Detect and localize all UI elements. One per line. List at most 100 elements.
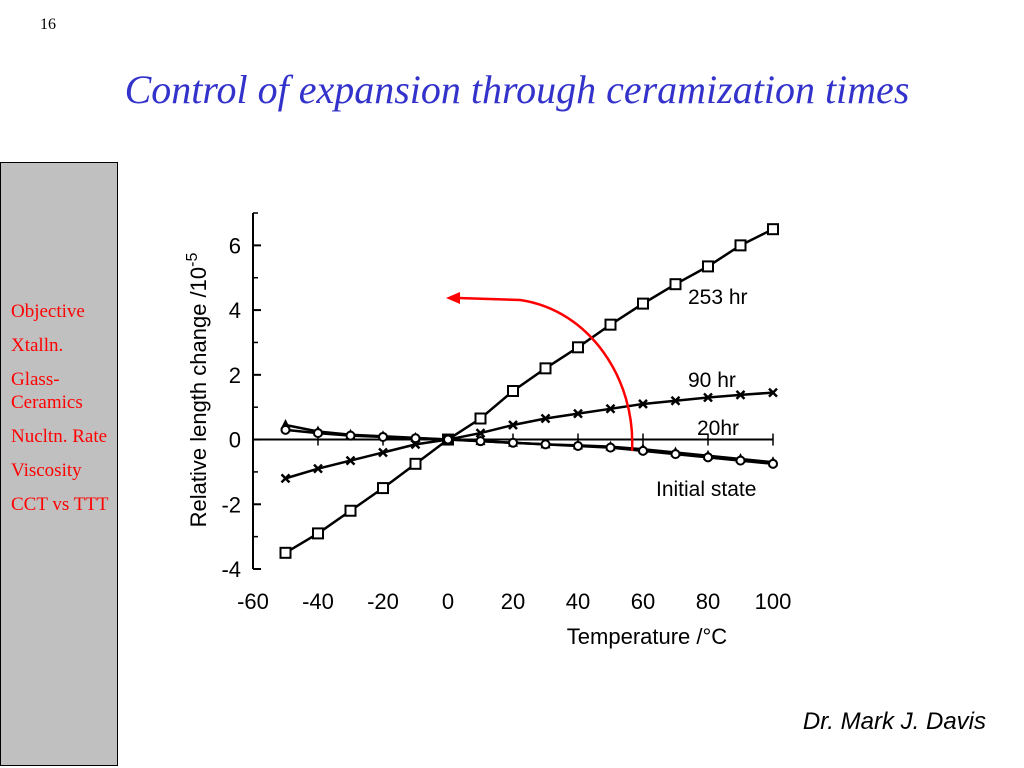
square-marker (767, 223, 779, 236)
x-tick-label: 0 (442, 589, 454, 614)
series-label: Initial state (656, 478, 756, 501)
circle-marker (540, 439, 551, 450)
x-tick-label: 40 (566, 589, 590, 614)
slide-title: Control of expansion through ceramizatio… (124, 67, 910, 112)
square-marker (702, 260, 714, 273)
circle-marker (475, 436, 486, 447)
sidebar-item-viscosity[interactable]: Viscosity (11, 460, 82, 481)
circle-marker (508, 437, 518, 448)
x-marker (378, 447, 388, 458)
x-marker (638, 399, 648, 409)
x-marker-stroke (605, 403, 616, 414)
x-marker-stroke (638, 399, 648, 409)
circle-marker (313, 428, 323, 439)
x-marker (540, 413, 551, 424)
square-marker (279, 546, 292, 559)
square-marker (344, 504, 357, 517)
x-marker-stroke (703, 392, 713, 403)
x-marker-stroke (735, 389, 746, 400)
circle-marker (605, 442, 616, 453)
series-label: 20hr (697, 417, 739, 440)
series-line (285, 428, 774, 466)
author-credit: Dr. Mark J. Davis (802, 708, 986, 735)
square-marker (377, 482, 389, 495)
x-marker-stroke (573, 408, 583, 419)
time-trend-arrow (457, 296, 634, 452)
x-marker (475, 428, 486, 438)
x-marker-stroke (378, 447, 388, 458)
square-marker (312, 527, 324, 540)
circle-marker (443, 434, 453, 445)
x-marker (313, 463, 323, 474)
square-marker (572, 341, 584, 354)
y-tick-label: 4 (229, 298, 241, 323)
sidebar-nav: Objective Xtalln. Glass-Ceramics Nucltn.… (0, 162, 118, 766)
circle-marker (410, 433, 421, 444)
sidebar-item-glass-ceramics[interactable]: Glass-Ceramics (11, 369, 83, 413)
square-marker (669, 278, 682, 291)
circle-marker (638, 445, 648, 456)
x-marker (670, 395, 681, 406)
sidebar-item-xtalln[interactable]: Xtalln. (11, 335, 64, 356)
x-marker-stroke (475, 428, 486, 438)
x-marker (605, 403, 616, 414)
x-tick-label: -60 (237, 589, 269, 614)
y-tick-label: 6 (229, 233, 241, 258)
x-marker (768, 387, 778, 398)
y-tick-label: 0 (229, 428, 241, 453)
y-axis-title: Relative length change /10-5 (184, 253, 211, 528)
x-marker (735, 389, 746, 400)
circle-marker (735, 455, 746, 466)
x-marker-stroke (670, 395, 681, 406)
circle-marker (670, 449, 681, 460)
y-tick-label: 2 (229, 363, 241, 388)
circle-marker (345, 430, 356, 441)
x-marker (280, 473, 291, 484)
sidebar-item-cct-vs-ttt[interactable]: CCT vs TTT (11, 494, 109, 515)
y-axis-exponent: -5 (184, 253, 201, 267)
square-marker (539, 362, 552, 375)
series-line (284, 228, 774, 554)
x-marker-stroke (313, 463, 323, 474)
square-marker (474, 412, 487, 425)
time-trend-arrowhead (446, 292, 460, 304)
series-circle (280, 424, 778, 469)
series-line (285, 391, 774, 480)
y-tick-label: -2 (221, 492, 241, 517)
x-tick-label: 60 (631, 589, 655, 614)
sidebar-list: Objective Xtalln. Glass-Ceramics Nucltn.… (11, 300, 117, 527)
x-tick-label: -40 (302, 589, 334, 614)
sidebar-item-nucltn-rate[interactable]: Nucltn. Rate (11, 426, 108, 447)
x-tick-label: 20 (501, 589, 525, 614)
x-tick-label: -20 (367, 589, 399, 614)
x-tick-label: 80 (696, 589, 720, 614)
circle-marker (703, 452, 713, 463)
slide-number: 16 (40, 16, 56, 33)
series-label: 253 hr (688, 286, 748, 309)
x-tick-label: 100 (755, 589, 792, 614)
square-marker (637, 297, 649, 310)
circle-marker (378, 431, 388, 442)
series-label: 90 hr (688, 369, 736, 392)
x-marker (508, 420, 518, 430)
circle-marker (573, 441, 583, 452)
square-marker (409, 457, 422, 470)
square-marker (604, 318, 617, 331)
x-marker-stroke (768, 387, 778, 398)
x-marker-stroke (508, 420, 518, 430)
chart-series-layer (279, 223, 779, 559)
x-marker (345, 455, 356, 466)
y-tick-label: -4 (221, 557, 241, 582)
circle-marker (280, 424, 291, 435)
sidebar-item-objective[interactable]: Objective (11, 301, 85, 322)
x-marker-stroke (345, 455, 356, 466)
x-marker (703, 392, 713, 403)
square-marker (734, 239, 747, 252)
series-square (279, 223, 779, 559)
x-marker-stroke (540, 413, 551, 424)
circle-marker (768, 458, 778, 469)
chart-labels-layer: 253 hr 90 hr 20hr Initial state (656, 286, 756, 501)
x-axis-title: Temperature /°C (567, 624, 728, 649)
